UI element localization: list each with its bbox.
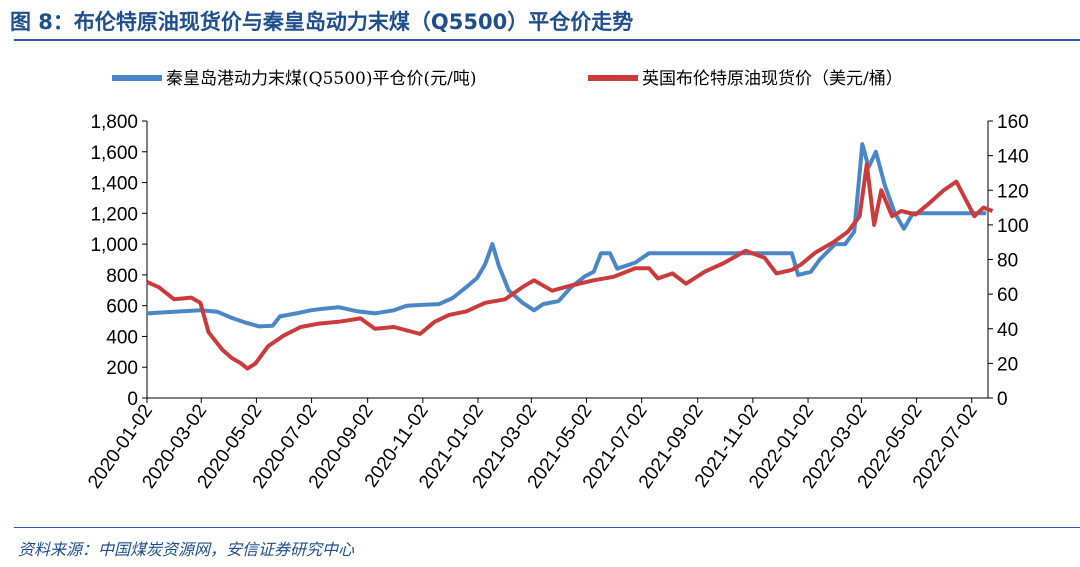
right-tick-label: 80 xyxy=(997,251,1018,272)
coal-price-line xyxy=(146,142,987,329)
right-tick-label: 20 xyxy=(997,354,1018,375)
right-tick-label: 140 xyxy=(997,147,1029,168)
right-tick-label: 120 xyxy=(997,181,1029,202)
source-divider xyxy=(14,527,1080,528)
right-tick-label: 0 xyxy=(997,389,1008,410)
left-tick-label: 600 xyxy=(106,297,138,318)
legend: 秦皇岛港动力末煤(Q5500)平仓价(元/吨) 英国布伦特原油现货价（美元/桶） xyxy=(112,69,903,89)
legend-label-coal: 秦皇岛港动力末煤(Q5500)平仓价(元/吨) xyxy=(166,69,476,89)
right-tick-label: 40 xyxy=(997,320,1018,341)
left-tick-label: 200 xyxy=(106,358,138,379)
figure-title: 图 8：布伦特原油现货价与秦皇岛动力末煤（Q5500）平仓价走势 xyxy=(10,10,634,34)
left-tick-label: 1,800 xyxy=(90,112,138,133)
left-tick-label: 1,400 xyxy=(90,174,138,195)
left-tick-label: 1,600 xyxy=(90,143,138,164)
left-tick-label: 800 xyxy=(106,266,138,287)
title-divider xyxy=(14,39,1080,41)
right-tick-label: 60 xyxy=(997,285,1018,306)
left-tick-label: 1,000 xyxy=(90,235,138,256)
right-tick-label: 160 xyxy=(997,112,1029,133)
legend-label-brent: 英国布伦特原油现货价（美元/桶） xyxy=(642,69,903,89)
source-note: 资料来源：中国煤炭资源网，安信证券研究中心 xyxy=(18,540,355,559)
right-tick-label: 100 xyxy=(997,216,1029,237)
left-tick-label: 1,200 xyxy=(90,204,138,225)
brent-price-line xyxy=(146,162,994,371)
left-tick-label: 0 xyxy=(127,389,138,410)
left-tick-label: 400 xyxy=(106,327,138,348)
